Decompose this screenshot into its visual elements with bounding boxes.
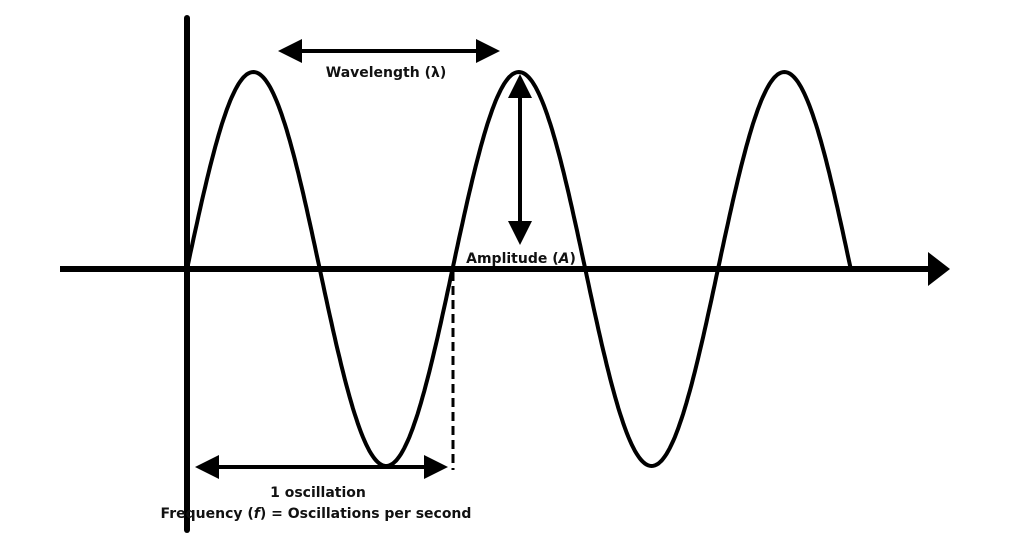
oscillation-label: 1 oscillation: [270, 485, 366, 501]
sine-wave: [185, 69, 853, 469]
amplitude-label: Amplitude (A): [466, 251, 576, 267]
frequency-label: Frequency (f) = Oscillations per second: [161, 506, 472, 522]
wavelength-label: Wavelength (λ): [326, 65, 447, 81]
horizontal-axis-arrowhead: [928, 252, 950, 286]
